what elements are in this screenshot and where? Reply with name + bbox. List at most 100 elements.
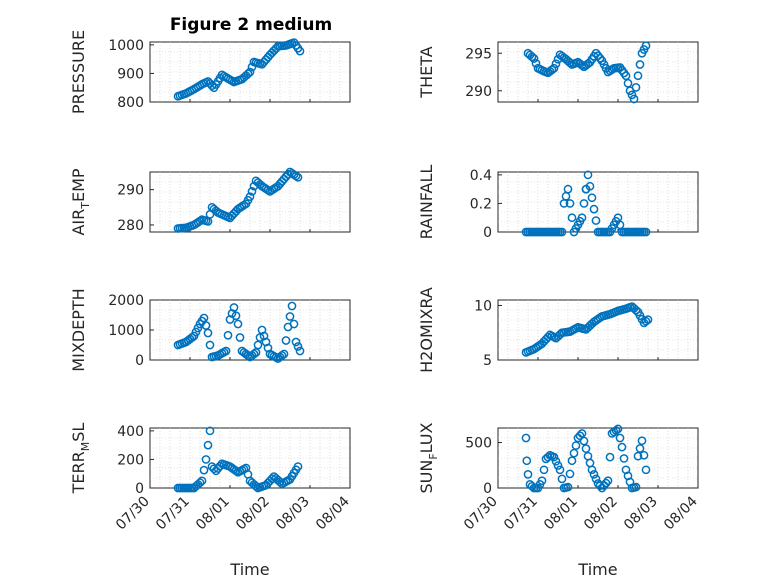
rainfall-data-point (641, 227, 651, 237)
mixdepth-ylabel: MIXDEPTH (69, 288, 88, 371)
mixdepth-data-point (249, 349, 259, 359)
sun-flux-data-point (581, 444, 591, 453)
rainfall-data-point (565, 199, 575, 208)
sun-flux-data-point (522, 456, 532, 466)
terr-msl-xtick-label: 08/03 (273, 494, 313, 534)
rainfall-data-point (583, 170, 593, 180)
subplot-air-temp: 280 290 AIRTEMP (69, 167, 351, 236)
subplot-h2omixra: 5 10 H2OMIXRA (417, 287, 699, 373)
pressure-data-point (295, 46, 305, 56)
terr-msl-xtick-label: 08/04 (313, 493, 353, 533)
theta-ytick-label: 295 (465, 46, 492, 62)
sun-flux-data-point (539, 465, 549, 475)
sun-flux-xtick-label: 08/02 (581, 494, 621, 534)
rainfall-data-point (579, 199, 589, 208)
sun-flux-data-point (553, 461, 563, 470)
theta-data-point (531, 59, 541, 68)
sun-flux-data-point (589, 470, 599, 479)
pressure-ylabel: PRESSURE (69, 30, 88, 114)
theta-data-point (623, 78, 633, 88)
h2omixra-data-point (631, 305, 641, 315)
sun-flux-data-point (565, 469, 575, 479)
terr-msl-ylabel: TERRMSL (69, 423, 92, 495)
sun-flux-data-point (601, 478, 611, 488)
sun-flux-data-point (537, 476, 547, 486)
rainfall-data-point (587, 193, 597, 203)
mixdepth-data-point (253, 340, 263, 350)
sun-flux-data-point (619, 454, 629, 463)
sun-flux-data-point (617, 442, 627, 452)
sun-flux-data-point (641, 465, 651, 475)
terr-msl-data-point (203, 440, 213, 450)
sun-flux-xtick-label: 07/30 (461, 494, 501, 534)
terr-msl-xlabel: Time (229, 560, 269, 579)
sun-flux-data-point (587, 465, 597, 475)
theta-data-point (547, 65, 557, 75)
terr-msl-xtick-label: 08/02 (233, 494, 273, 534)
terr-msl-data-point (215, 461, 225, 471)
sun-flux-data-point (635, 444, 645, 453)
sun-flux-data-point (543, 452, 553, 462)
sun-flux-ylabel: SUNFLUX (417, 422, 440, 493)
mixdepth-ytick-label: 0 (135, 353, 144, 369)
h2omixra-data-point (641, 316, 651, 326)
subplot-sun-flux: 0 500 07/30 07/31 08/01 08/02 08/03 08/04 Time SU… (417, 422, 701, 579)
sun-flux-data-point (633, 451, 643, 461)
mixdepth-data-point (285, 312, 295, 321)
sun-flux-data-point (569, 448, 579, 458)
mixdepth-data-point (199, 313, 209, 323)
theta-data-point (633, 71, 643, 81)
sun-flux-ytick-label: 500 (465, 436, 492, 452)
mixdepth-data-point (203, 328, 213, 338)
sun-flux-data-point (613, 424, 623, 434)
theta-data-point (565, 58, 575, 68)
theta-data-point (641, 41, 651, 51)
sun-flux-xlabel: Time (577, 560, 617, 579)
rainfall-ytick-label: 0.2 (470, 196, 492, 212)
mixdepth-data-point (277, 351, 287, 360)
subplot-rainfall: 0 0.2 0.4 RAINFALL (417, 165, 699, 241)
air-temp-data-point (293, 172, 303, 182)
h2omixra-ytick-label: 5 (483, 353, 492, 369)
air-temp-data-point (283, 170, 293, 179)
sun-flux-data-point (577, 429, 587, 438)
mixdepth-data-point (243, 351, 253, 360)
mixdepth-data-point (251, 348, 261, 357)
terr-msl-data-point (197, 476, 207, 486)
sun-flux-data-point (551, 456, 561, 466)
mixdepth-data-point (289, 319, 299, 329)
theta-data-point (635, 60, 645, 69)
terr-msl-data-point (205, 426, 215, 436)
mixdepth-data-point (295, 346, 305, 356)
sun-flux-data-point (631, 482, 641, 492)
rainfall-data-point (563, 184, 573, 194)
mixdepth-data-point (231, 311, 241, 321)
terr-msl-data-point (195, 478, 205, 487)
sun-flux-ytick-label: 0 (483, 481, 492, 497)
pressure-data-point (243, 69, 253, 79)
sun-flux-data-point (615, 433, 625, 443)
mixdepth-data-point (281, 336, 291, 345)
h2omixra-ylabel: H2OMIXRA (417, 287, 436, 373)
h2omixra-data-point (543, 332, 553, 342)
terr-msl-data-point (201, 455, 211, 464)
mixdepth-data-point (205, 340, 215, 350)
sun-flux-data-point (591, 474, 601, 484)
subplot-mixdepth: 0 1000 2000 MIXDEPTH (69, 288, 351, 372)
theta-data-point (621, 71, 631, 81)
pressure-ytick-label: 1000 (108, 38, 144, 54)
subplot-pressure: 800 900 1000 PRESSURE (69, 30, 351, 114)
mixdepth-data-point (291, 337, 301, 347)
mixdepth-data-point (235, 333, 245, 342)
sun-flux-data-point (603, 476, 613, 486)
rainfall-data-point (577, 213, 587, 223)
mixdepth-data-point (229, 303, 239, 312)
theta-data-point (551, 59, 561, 69)
air-temp-ylabel: AIRTEMP (69, 168, 92, 235)
terr-msl-ytick-label: 400 (117, 424, 144, 440)
pressure-data-point (207, 81, 217, 90)
pressure-data-point (245, 67, 255, 77)
rainfall-data-point (567, 213, 577, 223)
terr-msl-xtick-label: 07/30 (113, 494, 153, 534)
terr-msl-ytick-label: 200 (117, 452, 144, 468)
